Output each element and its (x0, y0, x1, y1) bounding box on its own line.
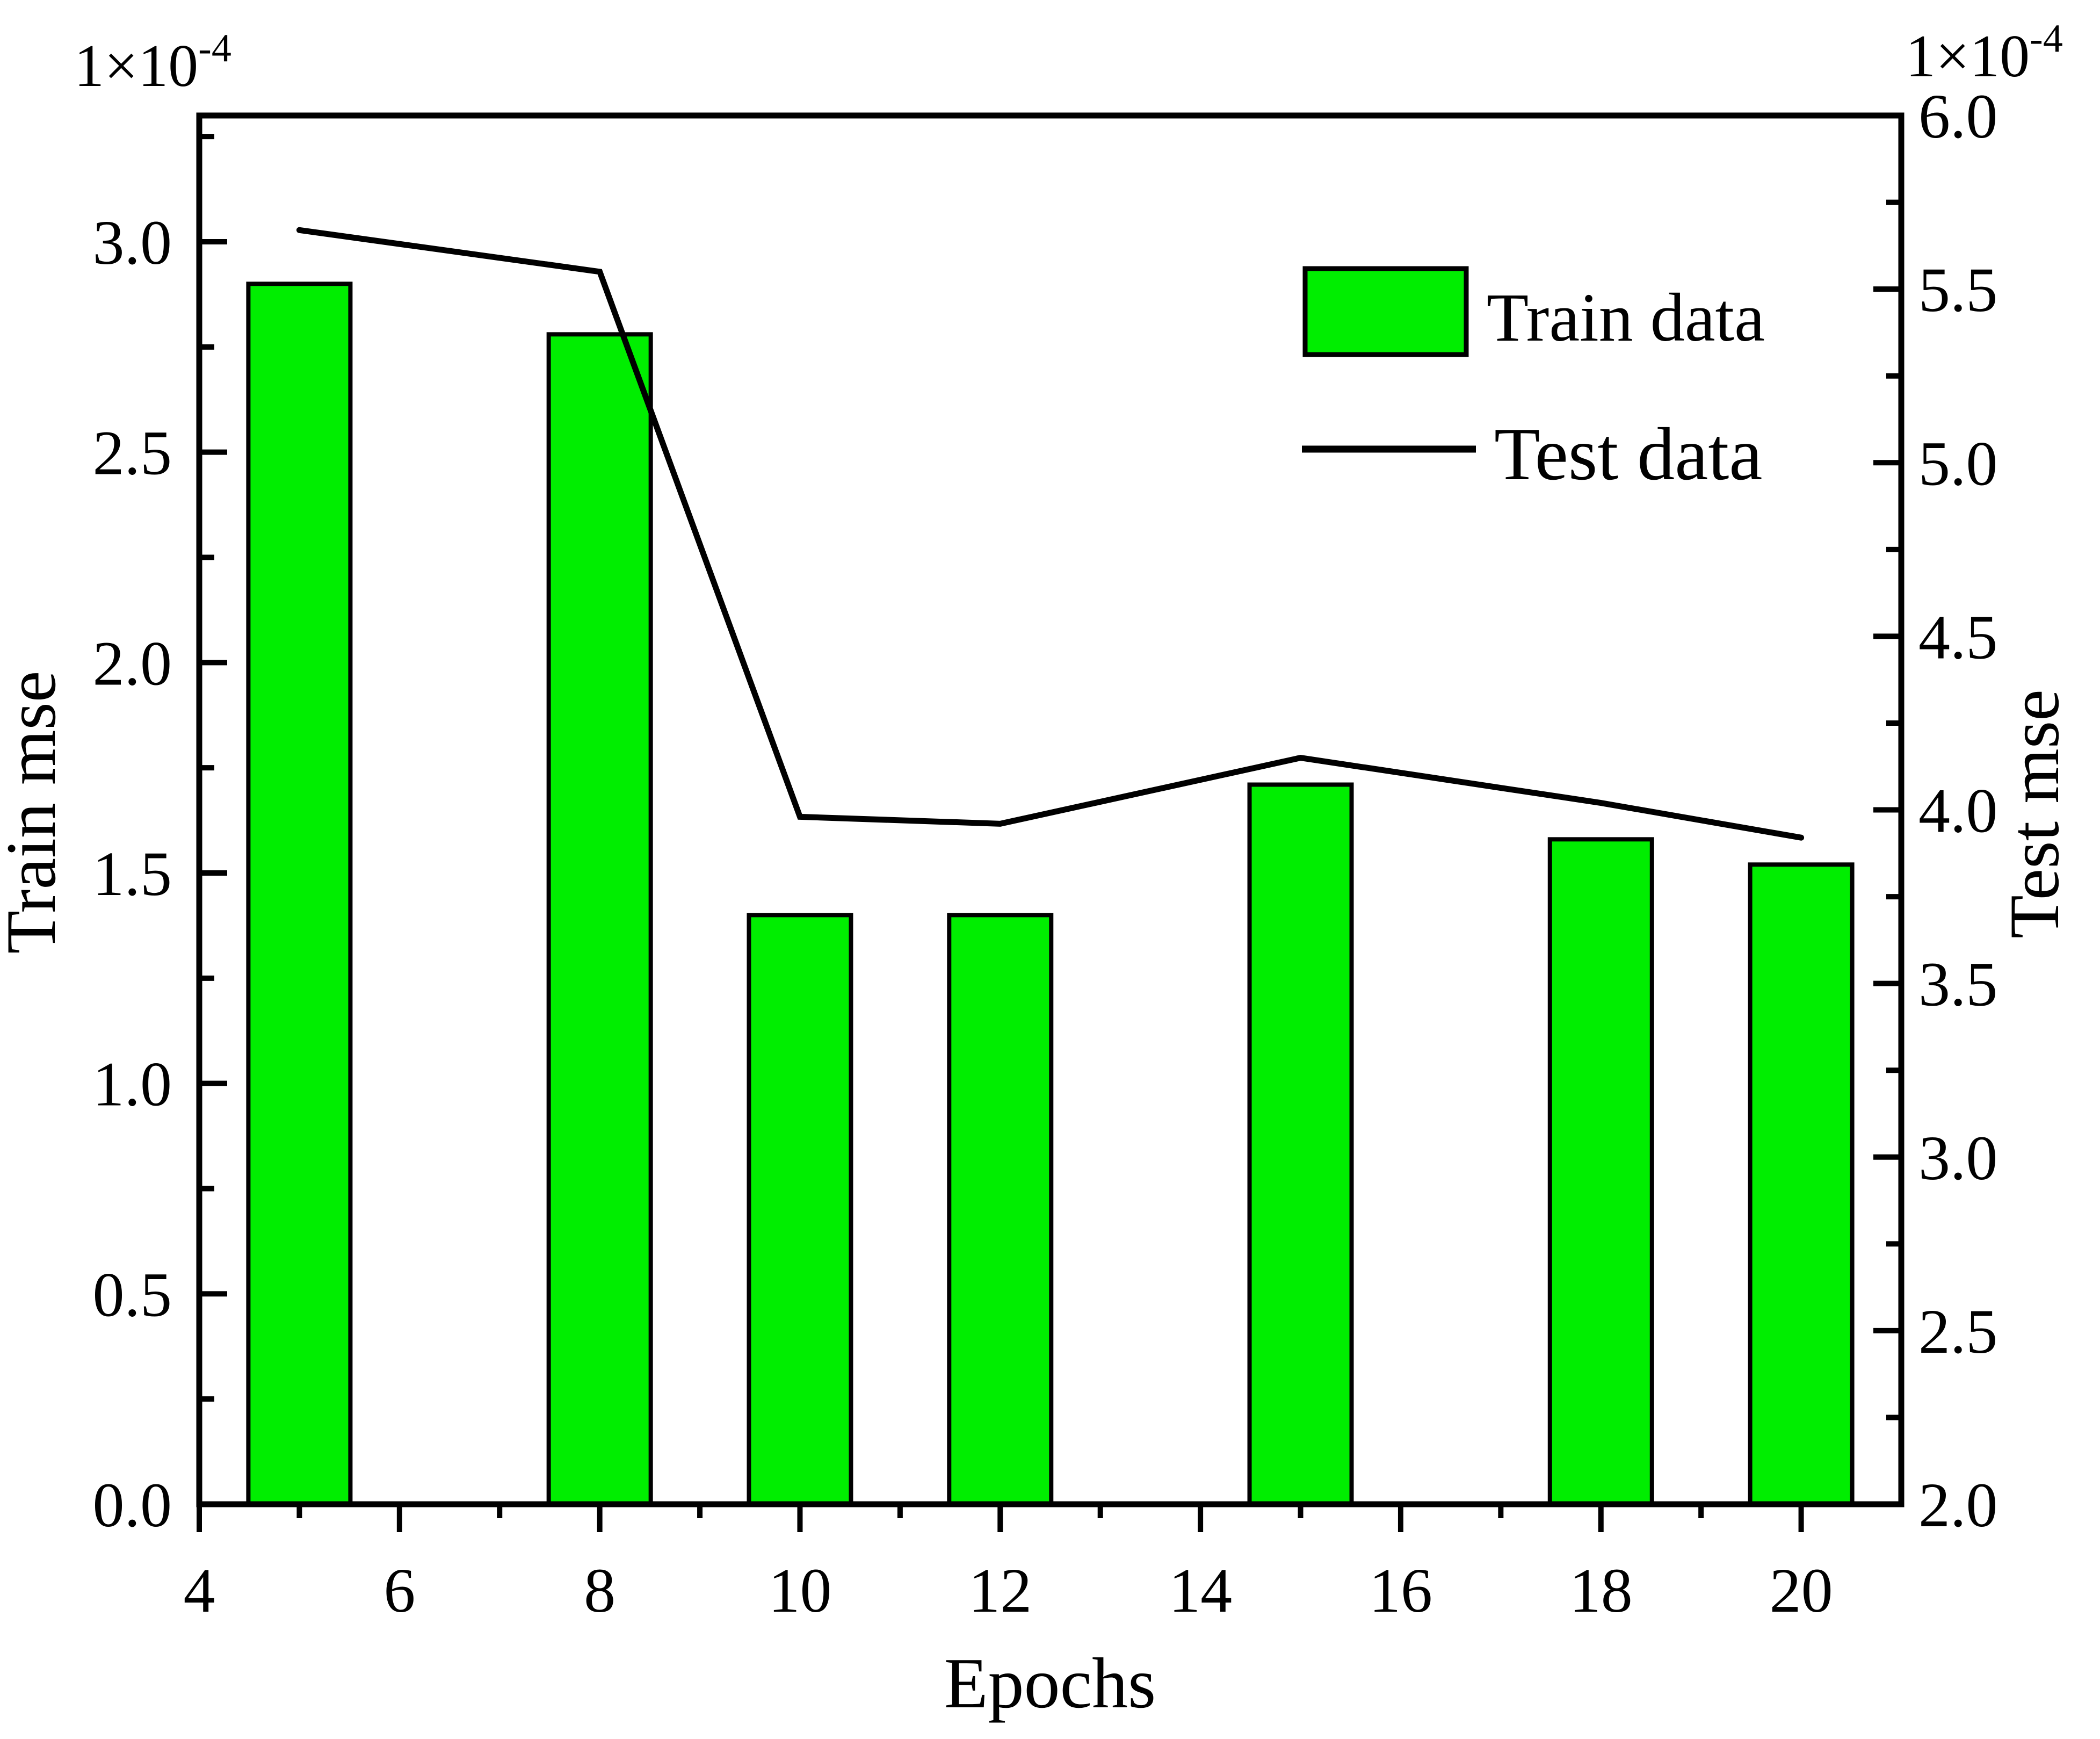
right-tick-label: 2.0 (1918, 1470, 1998, 1540)
right-tick-label: 2.5 (1918, 1296, 1998, 1367)
legend-test-label: Test data (1494, 413, 1762, 496)
right-axis-tick-labels: 2.0 2.5 3.0 3.5 4.0 4.5 5.0 5.5 6.0 (1918, 81, 1998, 1540)
right-tick-label: 6.0 (1918, 81, 1998, 151)
left-tick-label: 2.5 (93, 418, 172, 488)
train-bar (947, 913, 1054, 1506)
left-tick-label: 0.0 (93, 1470, 172, 1540)
left-tick-label: 3.0 (93, 207, 172, 278)
train-bar (1748, 862, 1855, 1506)
right-axis-scale-note: 1×10-4 (1906, 17, 2063, 90)
x-axis-tick-labels: 4 6 8 10 12 14 16 18 20 (184, 1555, 1833, 1626)
train-bar (546, 332, 653, 1507)
x-tick-label: 14 (1169, 1555, 1232, 1626)
x-tick-label: 20 (1770, 1555, 1833, 1626)
legend-train-label: Train data (1487, 279, 1765, 356)
left-tick-label: 0.5 (93, 1259, 172, 1330)
legend-train-swatch (1302, 266, 1469, 357)
left-tick-label: 2.0 (93, 628, 172, 698)
right-tick-label: 4.0 (1918, 776, 1998, 846)
x-tick-label: 18 (1569, 1555, 1633, 1626)
x-tick-label: 4 (184, 1555, 215, 1626)
train-bar (1547, 837, 1654, 1506)
x-axis-ticks (197, 1504, 1804, 1532)
x-tick-label: 6 (383, 1555, 415, 1626)
left-axis-scale-note: 1×10-4 (74, 26, 231, 99)
train-bar (1247, 782, 1354, 1506)
left-axis-ticks (199, 134, 227, 1507)
right-axis-title: Test mse (1995, 689, 2074, 939)
train-bar (246, 282, 353, 1507)
left-axis-tick-labels: 0.0 0.5 1.0 1.5 2.0 2.5 3.0 (93, 207, 172, 1540)
left-tick-label: 1.0 (93, 1049, 172, 1120)
legend: Train data Test data (1302, 266, 1765, 496)
left-axis-title: Train mse (0, 671, 70, 954)
x-axis-title: Epochs (944, 1643, 1156, 1723)
right-tick-label: 4.5 (1918, 602, 1998, 672)
left-tick-label: 1.5 (93, 839, 172, 909)
right-tick-label: 3.0 (1918, 1123, 1998, 1193)
x-tick-label: 8 (584, 1555, 615, 1626)
x-tick-label: 16 (1369, 1555, 1432, 1626)
bar-series (246, 282, 1855, 1507)
right-tick-label: 5.0 (1918, 428, 1998, 499)
test-line (296, 227, 1805, 841)
x-tick-label: 10 (768, 1555, 831, 1626)
right-tick-label: 5.5 (1918, 255, 1998, 325)
right-tick-label: 3.5 (1918, 949, 1998, 1020)
train-bar (747, 913, 853, 1506)
right-axis-ticks (1873, 113, 1901, 1507)
x-tick-label: 12 (968, 1555, 1032, 1626)
